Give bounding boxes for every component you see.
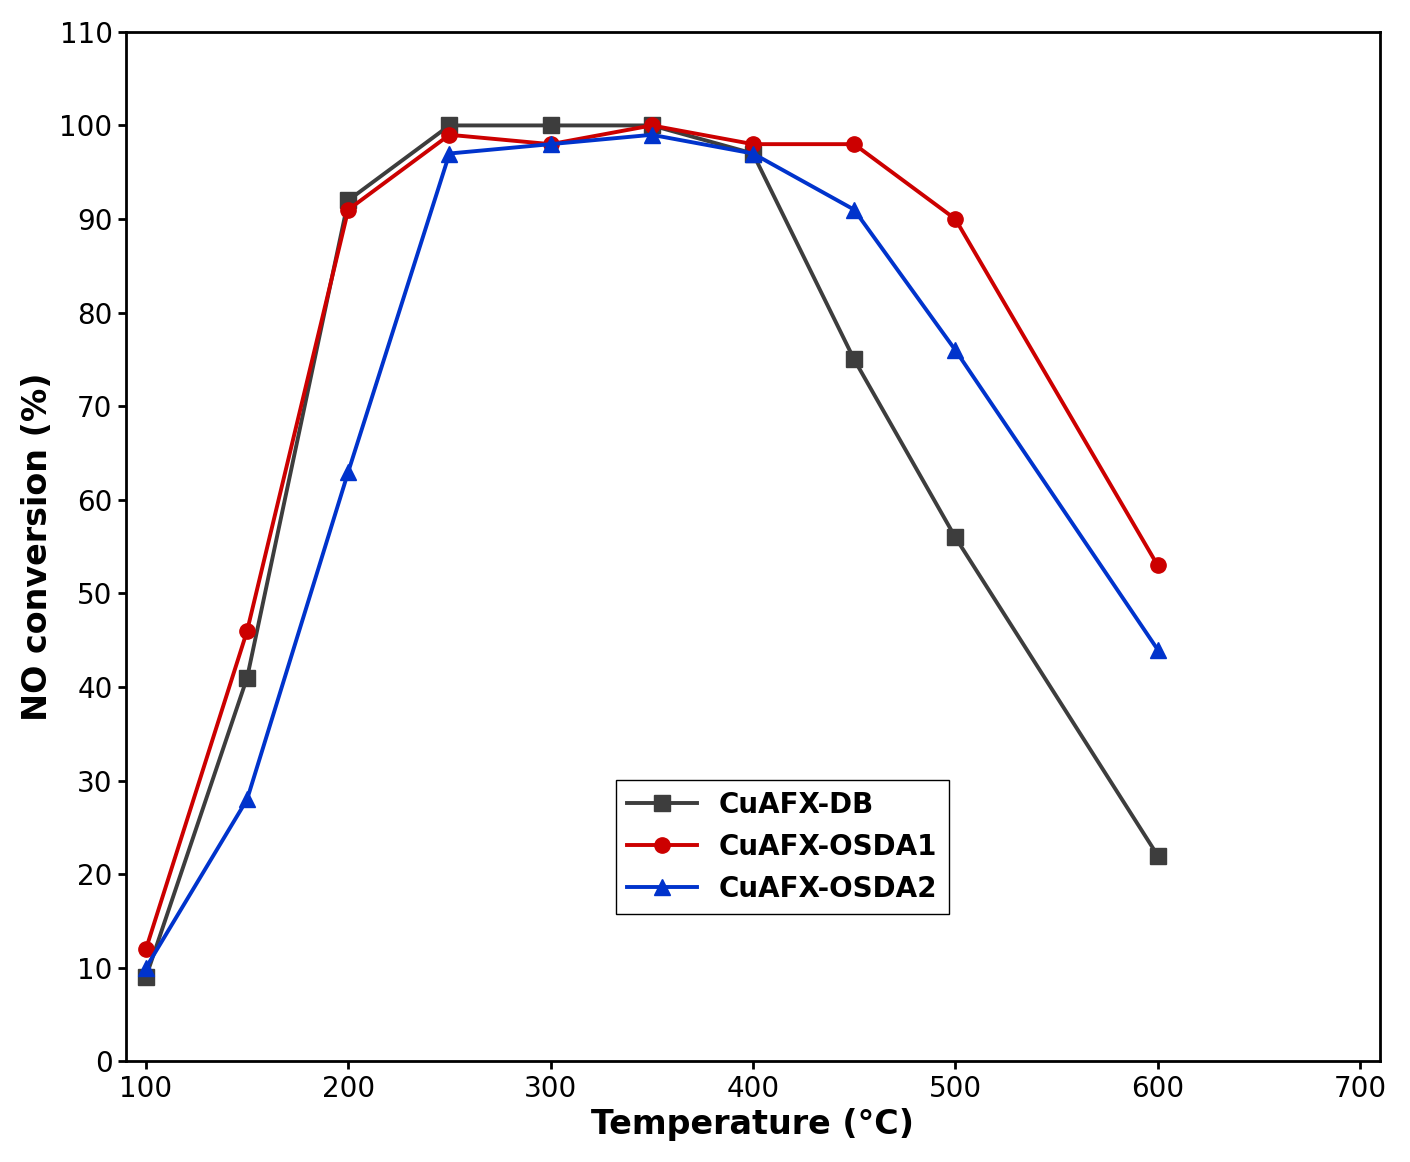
CuAFX-DB <box>138 970 155 984</box>
CuAFX-DB <box>643 119 660 132</box>
CuAFX-OSDA1 <box>846 137 863 151</box>
CuAFX-OSDA2 <box>138 961 155 975</box>
CuAFX-OSDA2 <box>340 465 357 479</box>
CuAFX-OSDA2 <box>846 202 863 216</box>
CuAFX-OSDA1 <box>643 119 660 132</box>
CuAFX-DB <box>543 119 560 132</box>
CuAFX-DB <box>238 670 255 684</box>
CuAFX-OSDA1 <box>543 137 560 151</box>
Y-axis label: NO conversion (%): NO conversion (%) <box>21 372 54 720</box>
CuAFX-OSDA2 <box>238 792 255 806</box>
CuAFX-OSDA2 <box>643 128 660 142</box>
CuAFX-OSDA1 <box>948 211 964 225</box>
CuAFX-DB <box>948 530 964 544</box>
CuAFX-OSDA2 <box>744 146 761 160</box>
Legend: CuAFX-DB, CuAFX-OSDA1, CuAFX-OSDA2: CuAFX-DB, CuAFX-OSDA1, CuAFX-OSDA2 <box>616 780 949 913</box>
CuAFX-OSDA1 <box>238 624 255 638</box>
CuAFX-DB <box>846 352 863 366</box>
Line: CuAFX-OSDA1: CuAFX-OSDA1 <box>138 117 1165 956</box>
CuAFX-OSDA2 <box>948 343 964 357</box>
Line: CuAFX-OSDA2: CuAFX-OSDA2 <box>138 127 1165 975</box>
CuAFX-OSDA1 <box>138 942 155 956</box>
CuAFX-DB <box>744 146 761 160</box>
CuAFX-DB <box>1149 848 1166 862</box>
X-axis label: Temperature (°C): Temperature (°C) <box>591 1109 915 1141</box>
CuAFX-OSDA1 <box>1149 559 1166 573</box>
CuAFX-OSDA1 <box>340 202 357 216</box>
CuAFX-OSDA1 <box>441 128 458 142</box>
CuAFX-DB <box>340 193 357 207</box>
CuAFX-DB <box>441 119 458 132</box>
CuAFX-OSDA2 <box>1149 643 1166 657</box>
CuAFX-OSDA1 <box>744 137 761 151</box>
CuAFX-OSDA2 <box>441 146 458 160</box>
CuAFX-OSDA2 <box>543 137 560 151</box>
Line: CuAFX-DB: CuAFX-DB <box>138 117 1165 985</box>
